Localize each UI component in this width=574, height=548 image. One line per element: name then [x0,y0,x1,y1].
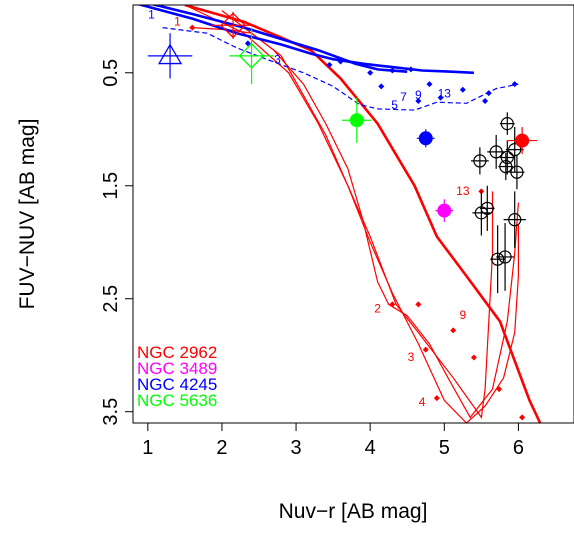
model-track-line [184,5,494,419]
open-triangle-marker [157,43,183,65]
track-age-label: 13 [438,87,452,101]
legend-entry: NGC 3489 [137,359,217,378]
galaxy-points [342,97,537,222]
x-tick-label: 1 [142,437,153,459]
legend-entry: NGC 4245 [137,375,217,394]
open-symbols [147,11,274,85]
track-age-label: 13 [456,184,470,198]
track-marker [482,98,489,105]
track-age-label: 7 [400,90,407,104]
model-track-line [150,5,408,73]
y-axis-label: FUV−NUV [AB mag] [16,119,39,310]
x-axis-label: Nuv−r [AB mag] [279,500,428,523]
track-age-label: 9 [459,308,466,322]
sample-point [500,117,514,131]
galaxy-point [418,131,433,146]
y-tick-label: 1.5 [100,172,122,200]
track-marker [422,346,429,353]
model-track-line [221,10,519,423]
track-marker [437,94,444,101]
sample-point [500,150,514,165]
track-marker [450,327,457,334]
legend-entry: NGC 2962 [137,343,217,362]
track-marker [415,301,422,308]
track-age-label: 5 [391,98,398,112]
galaxy-point [349,113,364,128]
track-marker [378,83,385,90]
track-marker [470,354,477,361]
sample-point [473,154,487,168]
track-age-label: 3 [274,53,281,67]
model-track-line [136,5,474,75]
model-track-line [192,27,519,419]
sample-point [508,213,522,227]
x-tick-label: 5 [439,437,450,459]
sample-points [470,112,526,294]
sample-point [498,250,512,264]
track-marker [389,67,396,74]
legend-entry: NGC 5636 [137,391,217,410]
galaxy-point [437,203,452,218]
track-marker [326,61,333,68]
track-marker [459,86,466,93]
track-age-label: 4 [419,395,426,409]
track-marker [367,69,374,76]
sample-point [489,145,503,159]
galaxy-point [515,133,530,148]
track-marker [426,81,433,88]
sample-point [480,201,494,215]
x-tick-label: 2 [216,437,227,459]
model-track-line [162,27,519,111]
track-marker [415,98,422,105]
track-age-label: 9 [415,88,422,102]
track-age-label: 3 [408,350,415,364]
x-axis-ticks: 1 2 3 4 5 6 [142,423,524,459]
track-age-label: 1 [174,14,181,28]
track-marker [433,395,440,402]
track-age-label: 2 [374,301,381,315]
x-tick-label: 6 [513,437,524,459]
x-tick-label: 4 [365,437,376,459]
track-age-label: 1 [148,8,155,22]
y-tick-label: 0.5 [100,59,122,87]
sample-point [491,252,505,266]
track-marker [189,24,196,31]
track-marker [519,414,526,421]
sample-point [510,165,524,179]
track-marker [511,81,518,88]
y-tick-label: 3.5 [100,398,122,426]
x-tick-label: 3 [290,437,301,459]
track-marker [485,90,492,97]
y-axis-ticks: 0.5 1.5 2.5 3.5 [100,59,133,426]
track-marker [244,40,251,47]
open-diamond-marker [238,42,265,69]
track-marker [389,301,396,308]
sample-point [508,143,522,157]
y-tick-label: 2.5 [100,285,122,313]
track-marker [407,66,414,73]
plot-frame [132,4,574,424]
sample-point [499,159,513,174]
open-diamond-marker [220,12,246,39]
track-marker [337,58,344,65]
model-tracks [136,5,542,423]
